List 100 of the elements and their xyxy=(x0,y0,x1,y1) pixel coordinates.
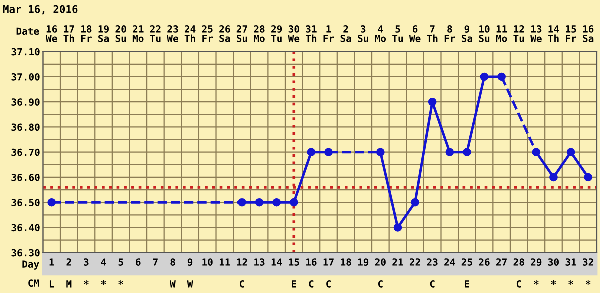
point xyxy=(394,224,402,232)
x-tick-label: 25 xyxy=(462,258,472,266)
point xyxy=(446,148,454,157)
text: 24 Th xyxy=(184,26,196,42)
text: 16 We xyxy=(46,26,58,42)
x-tick-label: 4 xyxy=(101,258,106,266)
y-tick-label: 36.40 xyxy=(12,224,40,232)
text: C xyxy=(240,280,244,288)
text: 7 Th xyxy=(427,26,438,42)
text: C xyxy=(309,280,314,288)
text: M xyxy=(66,280,72,288)
x-tick-label: 26 xyxy=(479,258,490,266)
text: CM xyxy=(28,280,40,288)
point xyxy=(584,173,593,182)
text: 25 Fr xyxy=(202,26,214,42)
x-tick-label: 8 xyxy=(170,258,176,266)
point xyxy=(411,198,420,207)
y-tick-label: 36.90 xyxy=(12,98,40,106)
text: 22 Tu xyxy=(150,26,161,42)
x-tick-label: 2 xyxy=(66,258,72,266)
x-tick-label: 10 xyxy=(202,258,213,266)
point xyxy=(290,198,298,207)
text: * xyxy=(551,280,556,285)
text: * xyxy=(534,280,539,285)
text: 3 Su xyxy=(358,26,368,42)
x-axis-title: Day xyxy=(22,260,40,270)
x-tick-label: 18 xyxy=(341,258,352,266)
point xyxy=(463,148,472,157)
x-tick-label: 24 xyxy=(444,258,456,266)
point xyxy=(48,198,56,207)
point xyxy=(550,173,558,182)
text: W xyxy=(187,280,194,288)
text: 6 We xyxy=(409,26,421,42)
point xyxy=(238,198,246,207)
text: 15 Fr xyxy=(566,26,577,42)
x-tick-label: 14 xyxy=(272,258,282,266)
text: * xyxy=(568,280,574,285)
text: 28 Mo xyxy=(254,26,265,42)
x-tick-label: 11 xyxy=(220,258,230,266)
x-tick-label: 6 xyxy=(136,258,141,266)
point xyxy=(272,198,281,207)
text: E xyxy=(465,280,470,288)
text: 29 Tu xyxy=(271,26,282,42)
text: 12 Tu xyxy=(514,26,524,42)
text: C xyxy=(326,280,331,288)
x-tick-label: 29 xyxy=(531,258,542,266)
text: 21 Mo xyxy=(132,26,144,42)
text: * xyxy=(586,280,591,285)
text: 13 We xyxy=(530,26,542,42)
text: * xyxy=(84,280,89,285)
text: * xyxy=(118,280,124,285)
text: 23 We xyxy=(167,26,178,42)
text: 31 Th xyxy=(306,26,317,42)
y-tick-label: 36.50 xyxy=(12,199,40,206)
text: 18 Fr xyxy=(81,26,92,42)
x-tick-label: 21 xyxy=(392,258,404,266)
point xyxy=(532,148,541,157)
text: 30 We xyxy=(288,26,300,42)
text: 17 Th xyxy=(64,26,74,42)
chart-title: Mar 16, 2016 xyxy=(3,5,78,15)
x-tick-label: 15 xyxy=(289,258,300,266)
text: L xyxy=(50,280,54,288)
x-tick-label: 32 xyxy=(583,258,594,266)
text: 27 Su xyxy=(236,26,248,42)
text: C xyxy=(516,280,522,288)
point xyxy=(498,72,506,82)
x-tick-label: 31 xyxy=(566,258,576,266)
text: C xyxy=(378,280,383,288)
text: 26 Sa xyxy=(220,26,230,42)
x-tick-label: 19 xyxy=(358,258,369,266)
x-tick-label: 12 xyxy=(237,258,248,266)
text: 8 Fr xyxy=(444,26,456,42)
text: 4 Mo xyxy=(375,26,386,42)
text: 5 Tu xyxy=(392,26,404,42)
text: 16 Sa xyxy=(583,26,594,42)
text: W xyxy=(170,280,176,288)
text: * xyxy=(101,280,106,285)
point xyxy=(480,72,489,82)
text: 1 Fr xyxy=(324,26,334,42)
text: 20 Su xyxy=(116,26,126,42)
x-tick-label: 17 xyxy=(324,258,334,266)
x-tick-label: 22 xyxy=(410,258,420,266)
text: 10 Su xyxy=(479,26,490,42)
point xyxy=(566,148,576,157)
text: 14 Th xyxy=(548,26,560,42)
x-tick-label: 3 xyxy=(84,258,89,266)
x-tick-label: 23 xyxy=(427,258,438,266)
y-tick-label: 36.80 xyxy=(12,124,40,132)
x-tick-label: 9 xyxy=(188,258,193,266)
y-tick-label: 37.00 xyxy=(12,73,40,81)
x-tick-label: 5 xyxy=(118,258,124,266)
point xyxy=(428,98,437,106)
point xyxy=(376,148,385,157)
x-tick-label: 27 xyxy=(496,258,507,266)
text: Date xyxy=(16,28,40,36)
y-tick-label: 36.60 xyxy=(12,174,40,182)
text: 9 Sa xyxy=(462,26,472,42)
x-tick-label: 30 xyxy=(548,258,560,266)
x-tick-label: 28 xyxy=(514,258,524,266)
point xyxy=(255,198,264,207)
